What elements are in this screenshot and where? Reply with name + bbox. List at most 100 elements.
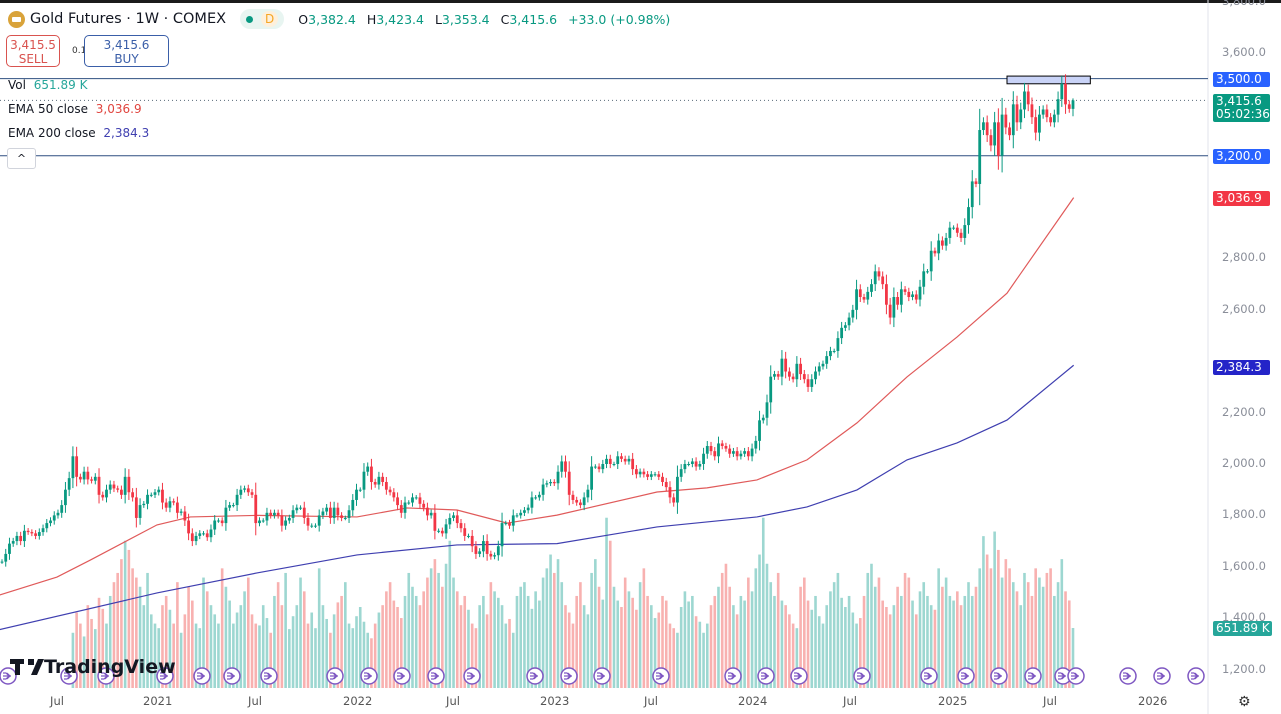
candle-body — [810, 379, 814, 387]
legend-ema50[interactable]: EMA 50 close 3,036.9 — [8, 102, 142, 116]
contract-rollover-icon[interactable] — [526, 667, 544, 685]
contract-rollover-icon[interactable] — [920, 667, 938, 685]
candle-body — [843, 325, 847, 328]
change-value: +33.0 (+0.98%) — [568, 11, 671, 27]
contract-rollover-icon[interactable] — [223, 667, 241, 685]
volume-bar — [344, 582, 347, 688]
volume-bar — [817, 616, 821, 688]
contract-rollover-icon[interactable] — [1119, 667, 1137, 685]
volume-bar — [396, 607, 399, 688]
candle-body — [623, 458, 627, 462]
candle-body — [970, 181, 974, 208]
symbol-title[interactable]: Gold Futures · 1W · COMEX — [30, 11, 227, 27]
market-status[interactable]: D — [240, 9, 285, 29]
contract-rollover-icon[interactable] — [1024, 667, 1042, 685]
candle-body — [209, 529, 213, 538]
collapse-legend-button[interactable]: ^ — [7, 148, 36, 169]
low-label: L — [434, 11, 442, 27]
contract-rollover-icon[interactable] — [156, 667, 174, 685]
contract-rollover-icon[interactable] — [757, 667, 775, 685]
candle-body — [366, 466, 370, 472]
candle-body — [295, 507, 299, 511]
contract-rollover-icon[interactable] — [990, 667, 1008, 685]
contract-rollover-icon[interactable] — [593, 667, 611, 685]
candle-body — [855, 289, 858, 310]
candle-body — [470, 535, 474, 547]
legend-ema200[interactable]: EMA 200 close 2,384.3 — [8, 126, 149, 140]
volume-bar — [112, 582, 116, 688]
candle-body — [231, 505, 235, 507]
candle-body — [224, 507, 228, 524]
volume-bar — [564, 605, 567, 688]
volume-bar — [814, 595, 817, 688]
contract-rollover-icon[interactable] — [652, 667, 670, 685]
volume-bar — [978, 568, 982, 688]
volume-bar — [776, 572, 780, 688]
legend-volume[interactable]: Vol 651.89 K — [8, 78, 87, 92]
contract-rollover-icon[interactable] — [360, 667, 378, 685]
contract-rollover-icon[interactable] — [326, 667, 344, 685]
contract-rollover-icon[interactable] — [393, 667, 411, 685]
candle-body — [672, 497, 676, 503]
sell-button[interactable]: 3,415.5 SELL — [6, 35, 60, 67]
price-tick-label: 1,800.0 — [1222, 507, 1266, 522]
candle-body — [914, 294, 918, 300]
candle-body — [254, 494, 258, 524]
contract-rollover-icon[interactable] — [97, 667, 115, 685]
volume-bar — [907, 577, 911, 688]
candle-body — [1038, 114, 1041, 133]
volume-bar — [1056, 582, 1060, 688]
candle-body — [829, 350, 832, 357]
contract-rollover-icon[interactable] — [463, 667, 481, 685]
candle-body — [105, 489, 108, 498]
tradingview-logo[interactable]: TradingView — [10, 656, 176, 678]
buy-button[interactable]: 3,415.6 BUY — [84, 35, 169, 67]
contract-rollover-icon[interactable] — [1153, 667, 1171, 685]
volume-bar — [138, 586, 142, 688]
volume-bar — [381, 605, 384, 688]
contract-rollover-icon[interactable] — [560, 667, 578, 685]
candle-body — [541, 484, 545, 495]
candle-body — [668, 487, 672, 498]
candle-body — [336, 507, 340, 516]
contract-rollover-icon[interactable] — [0, 667, 17, 685]
volume-bar — [873, 586, 877, 688]
candle-body — [205, 533, 209, 538]
candle-body — [769, 376, 773, 403]
candle-body — [504, 523, 508, 525]
contract-rollover-icon[interactable] — [60, 667, 78, 685]
contract-rollover-icon[interactable] — [260, 667, 278, 685]
candle-body — [370, 466, 373, 482]
contract-rollover-icon[interactable] — [853, 667, 871, 685]
contract-rollover-icon[interactable] — [790, 667, 808, 685]
contract-rollover-icon[interactable] — [957, 667, 975, 685]
candle-body — [250, 492, 254, 495]
candle-body — [493, 555, 496, 557]
contract-rollover-icon[interactable] — [724, 667, 742, 685]
ema200-value: 2,384.3 — [103, 126, 150, 140]
volume-bar — [515, 595, 519, 688]
candle-body — [653, 474, 657, 476]
contract-rollover-icon[interactable] — [1187, 667, 1205, 685]
candle-body — [97, 476, 101, 495]
candle-body — [646, 474, 649, 477]
volume-bar — [1053, 595, 1056, 688]
candle-body — [1067, 104, 1071, 109]
buy-price: 3,415.6 — [103, 38, 150, 52]
candle-body — [545, 483, 549, 485]
volume-bar — [832, 582, 836, 688]
volume-bar — [239, 605, 243, 688]
contract-rollover-icon[interactable] — [1067, 667, 1085, 685]
volume-bar — [485, 614, 489, 688]
volume-bar — [799, 586, 802, 688]
volume-bar — [959, 605, 963, 688]
contract-rollover-icon[interactable] — [427, 667, 445, 685]
candle-body — [146, 494, 149, 504]
contract-rollover-icon[interactable] — [193, 667, 211, 685]
volume-bar — [385, 591, 388, 688]
chart-settings-gear-icon[interactable]: ⚙ — [1238, 694, 1251, 710]
candle-body — [414, 497, 418, 499]
volume-bar — [1008, 568, 1011, 688]
volume-bar — [526, 595, 530, 688]
